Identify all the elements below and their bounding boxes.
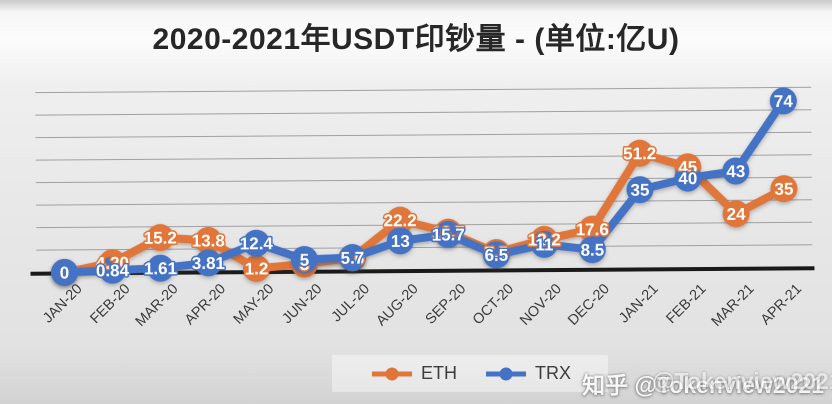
trx-data-label: 1.61 [144,259,177,278]
trx-data-label: 12.4 [240,234,274,253]
trx-data-label: 0 [60,263,70,282]
eth-data-label: 35 [774,180,793,199]
trx-data-label: 3.81 [192,254,225,273]
trx-data-label: 5 [300,250,310,269]
legend-item-trx: TRX [483,363,571,384]
trx-marker [434,220,462,248]
legend-item-eth: ETH [369,363,457,384]
trx-data-label: 15.7 [432,225,465,244]
watermark-text: 知乎 @Tokenview2021 [582,372,824,398]
trx-data-label: 5.7 [341,249,365,268]
chart-title: 2020-2021年USDT印钞量 - (单位:亿U) [152,23,680,56]
trx-legend-marker [486,367,526,380]
trx-marker [530,230,558,258]
watermark: 知乎 @Tokenview2021 @Tokenview2021 [582,366,832,398]
eth-data-label: 22.2 [384,211,417,230]
trx-data-label: 11 [535,235,553,254]
eth-data-label: 16.7 [432,223,465,242]
eth-data-label: 1.2 [245,259,269,278]
eth-marker [770,175,798,203]
trx-marker [242,229,270,257]
legend-label-eth: ETH [421,363,457,383]
eth-data-label: 17.6 [576,220,609,239]
trx-marker [338,244,366,272]
trx-marker [98,256,126,284]
trx-data-label: 6.5 [485,246,509,265]
eth-data-label: 45 [678,158,697,177]
trx-data-label: 13 [391,232,410,251]
gridline [35,86,812,94]
trx-marker [386,227,414,255]
eth-data-label: 7.5 [484,243,508,262]
trx-marker [769,87,797,115]
trx-marker [146,254,174,282]
eth-data-label: 51.2 [623,144,656,163]
eth-data-label: 4.20 [96,254,129,273]
trx-data-label: 0.84 [96,261,130,280]
gridline [35,109,812,116]
eth-marker [242,254,270,282]
chart-legend: ETH TRX [332,355,608,392]
trx-data-label: 35 [630,181,649,200]
eth-data-label: 15.2 [144,228,177,247]
legend-label-trx: TRX [535,363,571,383]
trx-data-label: 74 [774,92,794,111]
eth-marker [386,206,414,234]
eth-marker [194,226,222,254]
trx-marker [194,249,222,277]
trx-data-label: 40 [678,169,697,188]
eth-data-label: 13.8 [192,231,225,250]
eth-data-label: 0 [60,263,70,282]
gridline [36,199,813,206]
trx-data-label: 43 [726,162,745,181]
trx-marker [626,176,654,204]
trx-marker [482,241,510,269]
eth-data-label: 3 [300,255,310,274]
trx-marker [50,258,78,286]
watermark-ghost-text: @Tokenview2021 [652,368,832,394]
eth-line [60,149,788,277]
plot-area: 0 4.20 15.2 13.8 1.2 3 5.6 22.2 16.7 7.5 13.2 17.6 5… [30,86,815,286]
eth-marker [722,200,750,228]
eth-legend-marker [372,367,412,380]
eth-marker [626,139,654,167]
eth-marker [146,224,174,252]
trx-line [60,96,788,277]
eth-data-labels: 0 4.20 15.2 13.8 1.2 3 5.6 22.2 16.7 7.5 13.2 17.6 5… [58,143,795,284]
trx-data-label: 8.5 [580,241,604,260]
trx-marker [578,236,606,264]
trx-marker [674,164,702,192]
eth-data-label: 13.2 [528,230,561,249]
trx-marker [722,157,750,185]
eth-data-label: 5.6 [341,249,365,268]
trx-marker [290,246,318,274]
trx-series [50,87,797,286]
gridline [35,131,812,139]
eth-data-label: 24 [727,205,747,224]
